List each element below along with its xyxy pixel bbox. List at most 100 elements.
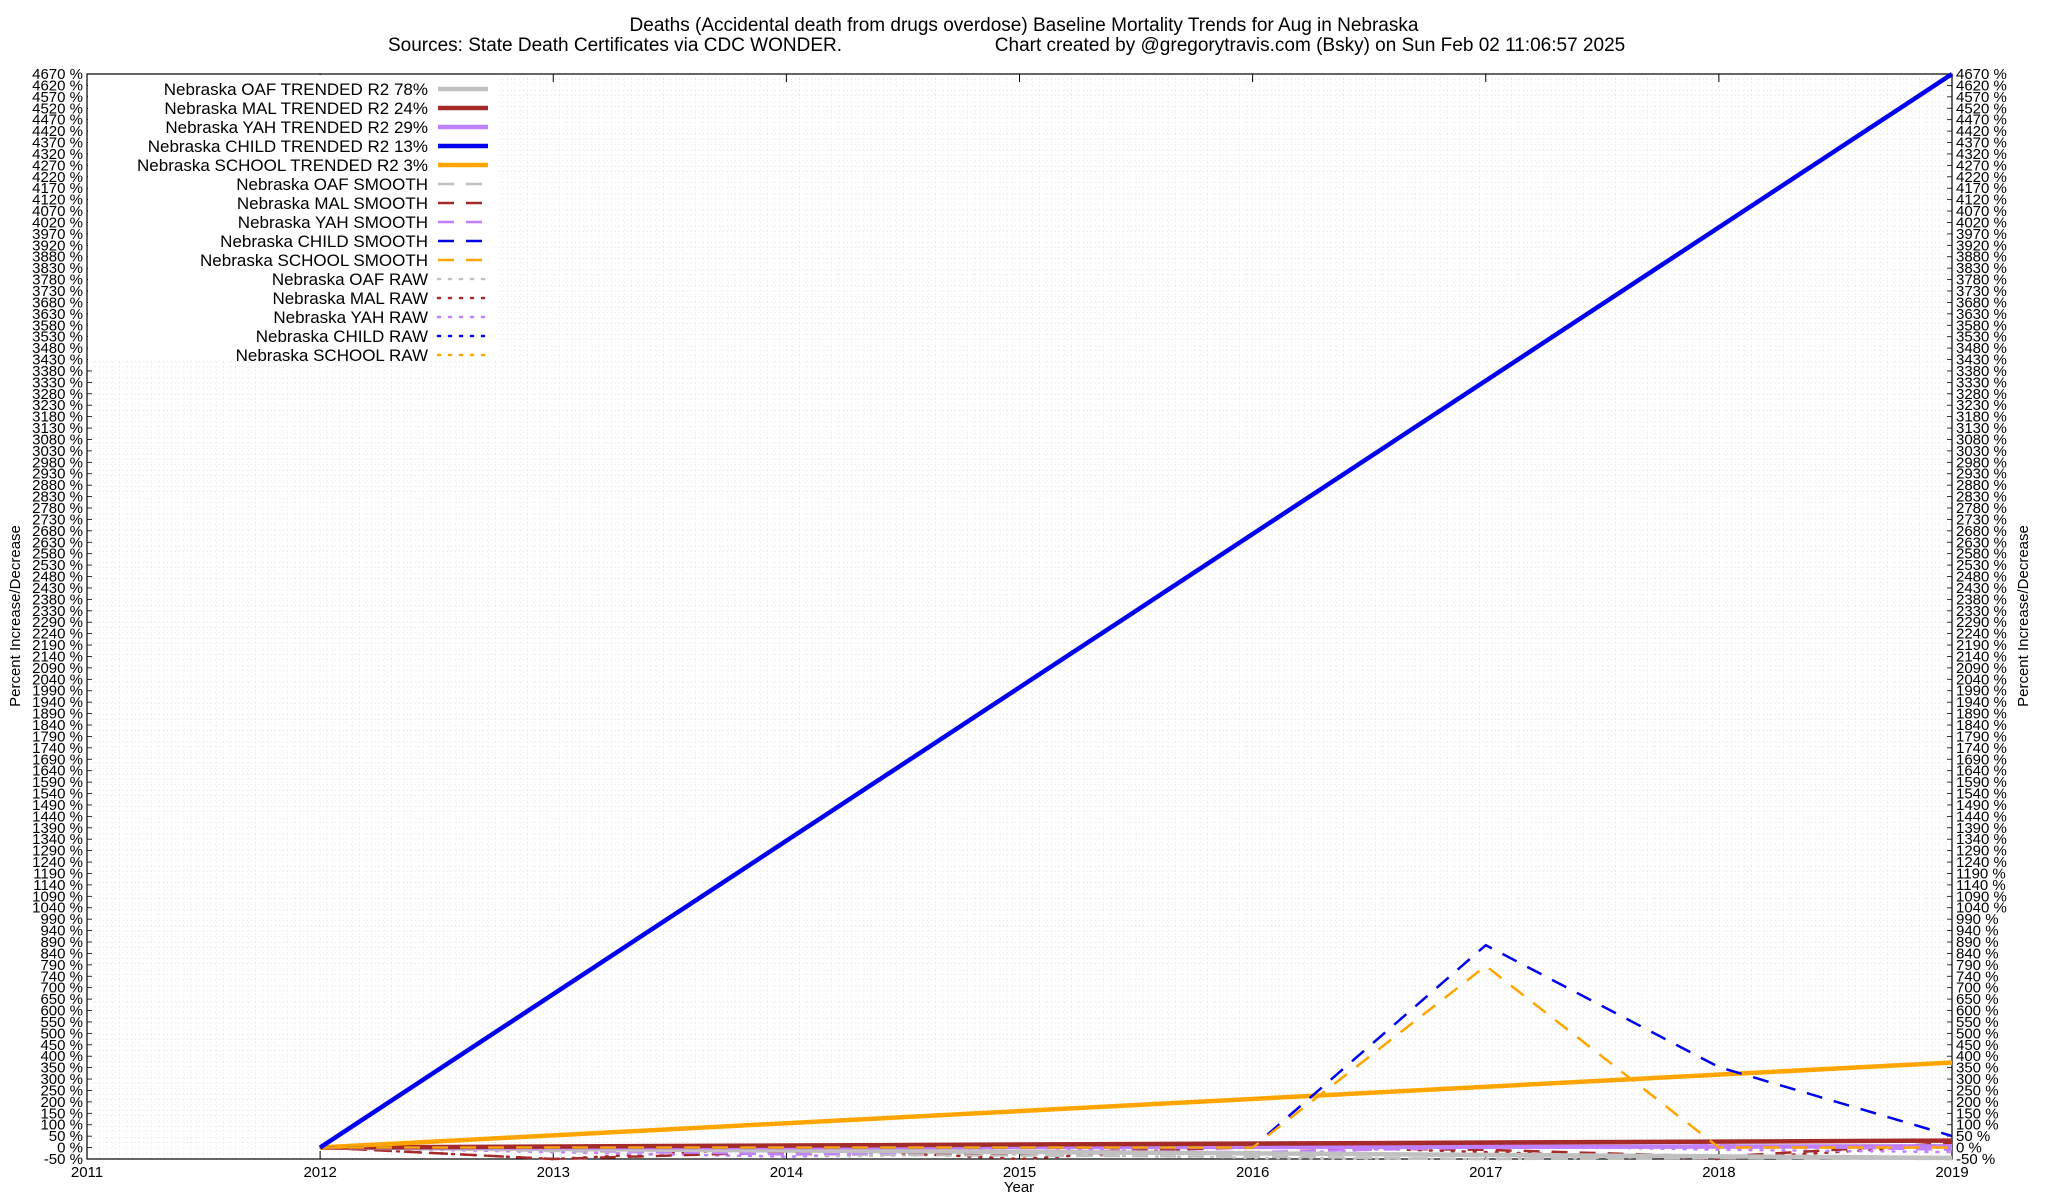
y-tick-label-right: 300 % bbox=[1956, 1071, 1999, 1088]
legend: Nebraska OAF TRENDED R2 78% Nebraska MAL … bbox=[137, 80, 490, 365]
y-tick-label: 400 % bbox=[40, 1048, 83, 1065]
x-tick-label: 2016 bbox=[1236, 1164, 1269, 1181]
y-tick-label: 1090 % bbox=[32, 888, 83, 905]
y-tick-label-right: 3430 % bbox=[1956, 352, 2007, 369]
y-tick-label-right: 1140 % bbox=[1956, 877, 2006, 894]
y-tick-label-right: 1790 % bbox=[1956, 728, 2007, 745]
y-tick-label-right: 1090 % bbox=[1956, 888, 2007, 905]
y-tick-label: 740 % bbox=[40, 968, 83, 985]
y-tick-label-right: 840 % bbox=[1956, 945, 1999, 962]
y-tick-label: 890 % bbox=[40, 934, 83, 951]
legend-entry-label: Nebraska SCHOOL RAW bbox=[236, 346, 428, 365]
y-tick-label-right: 3970 % bbox=[1956, 226, 2007, 243]
x-tick-label: 2018 bbox=[1702, 1164, 1735, 1181]
y-tick-label: 300 % bbox=[40, 1071, 83, 1088]
y-tick-label-right: 740 % bbox=[1956, 968, 1999, 985]
series-line bbox=[320, 964, 1952, 1149]
x-tick-label: 2015 bbox=[1003, 1164, 1036, 1181]
y-tick-label-right: 3080 % bbox=[1956, 431, 2007, 448]
y-tick-label: 700 % bbox=[40, 980, 83, 997]
y-tick-label-right: 4270 % bbox=[1956, 157, 2007, 174]
y-tick-label: 1990 % bbox=[32, 683, 83, 700]
y-tick-label: 3780 % bbox=[32, 272, 83, 289]
y-tick-label: 1190 % bbox=[33, 865, 83, 882]
y-tick-label-right: 4670 % bbox=[1956, 66, 2007, 83]
y-tick-label: 3180 % bbox=[32, 409, 83, 426]
legend-entry-label: Nebraska OAF SMOOTH bbox=[236, 175, 428, 194]
y-tick-label-right: 3380 % bbox=[1956, 363, 2007, 380]
legend-entry-label: Nebraska YAH TRENDED R2 29% bbox=[165, 118, 428, 137]
legend-entry-label: Nebraska SCHOOL TRENDED R2 3% bbox=[137, 156, 428, 175]
y-tick-label: 4120 % bbox=[32, 192, 83, 209]
y-tick-label: 1240 % bbox=[32, 854, 83, 871]
y-tick-label: 550 % bbox=[40, 1014, 83, 1031]
y-tick-label: 650 % bbox=[40, 991, 83, 1008]
chart-subtitle-sources: Sources: State Death Certificates via CD… bbox=[388, 35, 842, 56]
y-tick-label: 3970 % bbox=[32, 226, 83, 243]
y-tick-label: 3630 % bbox=[32, 306, 83, 323]
y-tick-label-right: 4170 % bbox=[1956, 180, 2007, 197]
y-tick-label-right: 3480 % bbox=[1956, 340, 2007, 357]
y-tick-label: 2090 % bbox=[32, 660, 83, 677]
y-tick-label-right: 700 % bbox=[1956, 980, 1999, 997]
y-tick-label-right: 2040 % bbox=[1956, 671, 2007, 688]
y-tick-label: 4470 % bbox=[32, 112, 83, 129]
y-tick-label: 2240 % bbox=[32, 626, 83, 643]
y-tick-label-right: 100 % bbox=[1956, 1117, 1999, 1134]
y-tick-label-right: 4370 % bbox=[1956, 135, 2007, 152]
y-tick-label: 3580 % bbox=[32, 317, 83, 334]
y-tick-label: 150 % bbox=[40, 1105, 83, 1122]
y-tick-label-right: 3280 % bbox=[1956, 386, 2007, 403]
y-tick-label-right: 3580 % bbox=[1956, 317, 2007, 334]
y-tick-label: 4170 % bbox=[32, 180, 83, 197]
y-tick-label-right: 1190 % bbox=[1956, 865, 2006, 882]
legend-entry-label: Nebraska OAF TRENDED R2 78% bbox=[164, 80, 428, 99]
y-tick-label: 2040 % bbox=[32, 671, 83, 688]
legend-entry-label: Nebraska MAL SMOOTH bbox=[237, 194, 428, 213]
y-axis-right-ticks: -50 %0 %50 %100 %150 %200 %250 %300 %350… bbox=[1947, 66, 2007, 1168]
y-tick-label: 840 % bbox=[40, 945, 83, 962]
y-tick-label-right: 1590 % bbox=[1956, 774, 2007, 791]
y-tick-label-right: 3680 % bbox=[1956, 294, 2007, 311]
y-tick-label-right: 4620 % bbox=[1956, 77, 2007, 94]
chart-subtitle-credit: Chart created by @gregorytravis.com (Bsk… bbox=[995, 35, 1625, 56]
y-tick-label-right: 0 % bbox=[1956, 1140, 1982, 1157]
y-tick-label: 2580 % bbox=[32, 546, 83, 563]
y-tick-label: 1540 % bbox=[32, 786, 83, 803]
y-tick-label: 2730 % bbox=[32, 511, 83, 528]
y-tick-label: 3280 % bbox=[32, 386, 83, 403]
legend-entry-label: Nebraska SCHOOL SMOOTH bbox=[200, 251, 428, 270]
legend-entry-label: Nebraska YAH SMOOTH bbox=[238, 213, 428, 232]
legend-entry-label: Nebraska OAF RAW bbox=[272, 270, 428, 289]
y-tick-label-right: 2630 % bbox=[1956, 534, 2007, 551]
y-tick-label-right: 2190 % bbox=[1956, 637, 2007, 654]
y-tick-label-right: 4220 % bbox=[1956, 169, 2007, 186]
y-tick-label: 1940 % bbox=[32, 694, 83, 711]
y-tick-label-right: 2090 % bbox=[1956, 660, 2007, 677]
y-tick-label: 2480 % bbox=[32, 569, 83, 586]
y-tick-label-right: 4120 % bbox=[1956, 192, 2007, 209]
legend-entry-label: Nebraska CHILD TRENDED R2 13% bbox=[148, 137, 428, 156]
y-tick-label-right: 1990 % bbox=[1956, 683, 2007, 700]
y-tick-label: 1390 % bbox=[32, 820, 83, 837]
y-tick-label-right: 2380 % bbox=[1956, 591, 2007, 608]
y-tick-label: 3030 % bbox=[32, 443, 83, 460]
y-tick-label-right: 1540 % bbox=[1956, 786, 2007, 803]
y-tick-label-right: 550 % bbox=[1956, 1014, 1999, 1031]
y-tick-label-right: 2430 % bbox=[1956, 580, 2007, 597]
y-tick-label-right: 3130 % bbox=[1956, 420, 2007, 437]
y-tick-label: 1440 % bbox=[32, 808, 83, 825]
legend-entry-label: Nebraska CHILD SMOOTH bbox=[220, 232, 428, 251]
y-tick-label: 2190 % bbox=[32, 637, 83, 654]
y-tick-label-right: 1290 % bbox=[1956, 843, 2007, 860]
y-tick-label-right: 350 % bbox=[1956, 1060, 1999, 1077]
y-tick-label: 1740 % bbox=[32, 740, 83, 757]
x-axis-label: Year bbox=[1004, 1179, 1034, 1196]
y-tick-label-right: 3530 % bbox=[1956, 329, 2007, 346]
y-tick-label-right: 1890 % bbox=[1956, 706, 2007, 723]
y-tick-label: 1040 % bbox=[32, 900, 83, 917]
y-tick-label: 3830 % bbox=[32, 260, 83, 277]
y2-axis-label: Percent Increase/Decrease bbox=[2015, 525, 2032, 707]
y-tick-label: 2430 % bbox=[32, 580, 83, 597]
